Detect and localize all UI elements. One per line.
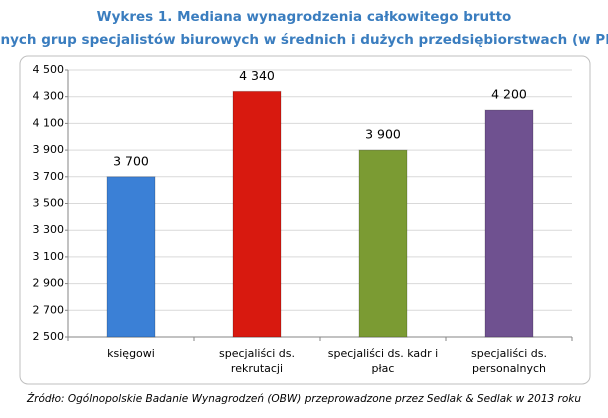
chart-title: różnych grup specjalistów biurowych w śr… <box>0 32 608 48</box>
y-tick-label: 3 500 <box>33 197 65 210</box>
y-tick-label: 2 900 <box>33 277 65 290</box>
y-tick-label: 2 500 <box>33 330 65 343</box>
y-tick-label: 4 100 <box>33 116 65 129</box>
x-tick-label: specjaliści ds. kadr i <box>328 347 438 360</box>
y-tick-label: 3 700 <box>33 170 65 183</box>
chart-title: Wykres 1. Mediana wynagrodzenia całkowit… <box>97 9 512 25</box>
bar <box>106 176 156 338</box>
bar <box>358 149 408 338</box>
bar <box>484 109 534 338</box>
x-tick-label: specjaliści ds. <box>471 347 547 360</box>
value-label: 3 700 <box>113 153 149 168</box>
y-tick-label: 3 300 <box>33 223 65 236</box>
y-tick-label: 4 300 <box>33 90 65 103</box>
plot-frame <box>19 55 591 385</box>
y-tick-label: 4 500 <box>33 63 65 76</box>
x-tick-label: rekrutacji <box>231 362 283 375</box>
x-tick-label: personalnych <box>472 362 546 375</box>
y-tick-label: 3 900 <box>33 143 65 156</box>
source: Źródło: Ogólnopolskie Badanie Wynagrodze… <box>26 392 581 405</box>
value-label: 3 900 <box>365 127 401 142</box>
bar <box>232 90 282 338</box>
x-tick-label: księgowi <box>107 347 155 360</box>
value-label: 4 200 <box>491 87 527 102</box>
y-tick-label: 2 700 <box>33 303 65 316</box>
x-tick-label: specjaliści ds. <box>219 347 295 360</box>
x-tick-label: płac <box>372 362 395 375</box>
y-tick-label: 3 100 <box>33 250 65 263</box>
value-label: 4 340 <box>239 68 275 83</box>
